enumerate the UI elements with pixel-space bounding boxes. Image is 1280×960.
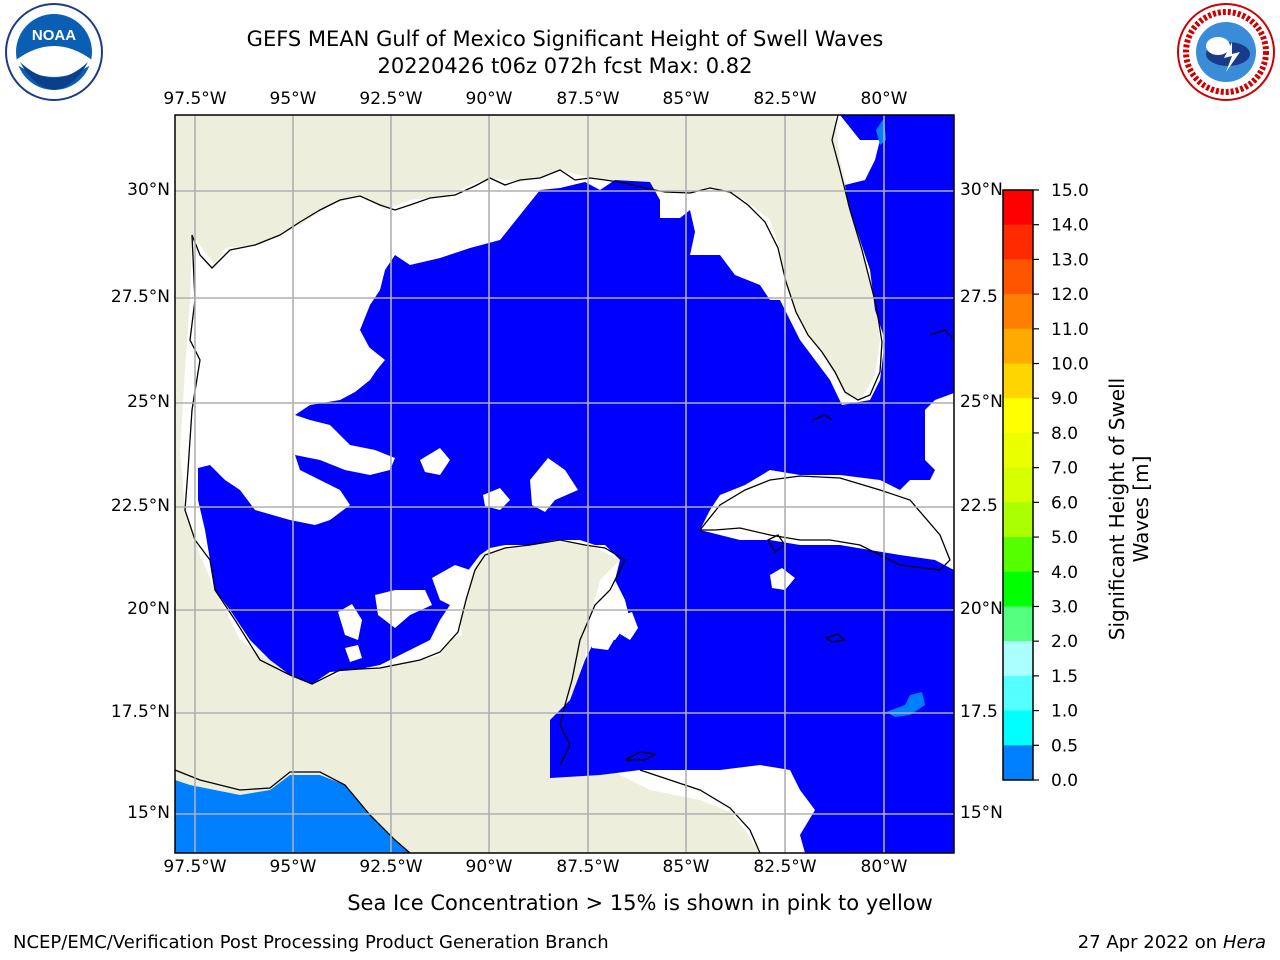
- colorbar-tick-label: 3.0: [1051, 597, 1078, 617]
- colorbar-tick-label: 12.0: [1051, 285, 1089, 305]
- colorbar-band: [1003, 190, 1033, 226]
- lon-tick-top: 82.5°W: [753, 89, 817, 109]
- lon-tick-bottom: 85°W: [662, 857, 710, 877]
- lat-tick-left: 27.5°N: [110, 287, 170, 307]
- lat-tick-left: 25°N: [127, 392, 170, 412]
- colorbar-tick-label: 5.0: [1051, 528, 1078, 548]
- lat-tick-left: 17.5°N: [110, 702, 170, 722]
- noaa-logo-text: NOAA: [32, 27, 76, 44]
- colorbar-band: [1003, 467, 1033, 503]
- colorbar-label-line1: Significant Height of Swell: [1105, 377, 1129, 641]
- colorbar-band: [1003, 571, 1033, 607]
- colorbar-label-line2: Waves [m]: [1129, 455, 1153, 563]
- lon-tick-top: 87.5°W: [556, 89, 620, 109]
- lat-tick-right: 30°N: [960, 180, 1003, 200]
- colorbar-tick-label: 13.0: [1051, 250, 1089, 270]
- coastline: [175, 115, 953, 853]
- lat-tick-left: 15°N: [127, 803, 170, 823]
- noaa-logo: NOAA: [4, 2, 104, 102]
- lon-tick-top: 85°W: [662, 89, 710, 109]
- lon-tick-bottom: 95°W: [269, 857, 317, 877]
- colorbar-tick-label: 15.0: [1051, 181, 1089, 201]
- colorbar-band: [1003, 641, 1033, 677]
- lat-tick-right: 17.5: [960, 702, 998, 722]
- colorbar-tick-label: 0.5: [1051, 736, 1078, 756]
- chart-title: GEFS MEAN Gulf of Mexico Significant Hei…: [246, 27, 884, 51]
- colorbar-band: [1003, 606, 1033, 642]
- map-frame: [174, 114, 955, 854]
- colorbar-band: [1003, 432, 1033, 469]
- lat-tick-right: 25°N: [960, 392, 1003, 412]
- colorbar-band: [1003, 328, 1033, 365]
- lat-tick-right: 27.5: [960, 287, 998, 307]
- footer-date-text: 27 Apr 2022 on: [1077, 932, 1223, 953]
- colorbar-tick-label: 10.0: [1051, 355, 1089, 375]
- graticule: [175, 115, 954, 853]
- lat-tick-right: 15°N: [960, 803, 1003, 823]
- colorbar-tick-label: 9.0: [1051, 389, 1078, 409]
- colorbar-band: [1003, 675, 1033, 712]
- lon-tick-top: 97.5°W: [163, 89, 227, 109]
- colorbar-band: [1003, 259, 1033, 295]
- footer-credit: NCEP/EMC/Verification Post Processing Pr…: [13, 932, 609, 953]
- swell-0-0.5m-area: [198, 115, 954, 853]
- colorbar-tick-label: 7.0: [1051, 459, 1078, 479]
- lon-tick-bottom: 82.5°W: [753, 857, 817, 877]
- colorbar-tick-label: 0.0: [1051, 771, 1078, 791]
- colorbar-band: [1003, 363, 1033, 399]
- lon-tick-top: 95°W: [269, 89, 317, 109]
- lon-tick-top: 90°W: [465, 89, 513, 109]
- lat-tick-right: 20°N: [960, 599, 1003, 619]
- lat-tick-right: 22.5: [960, 496, 998, 516]
- lat-tick-left: 30°N: [127, 180, 170, 200]
- colorbar-band: [1003, 502, 1033, 538]
- lat-tick-left: 20°N: [127, 599, 170, 619]
- colorbar-tick-label: 2.0: [1051, 632, 1078, 652]
- lon-tick-bottom: 97.5°W: [163, 857, 227, 877]
- swell-0.5-1.0m-area-caribbean: [886, 692, 925, 717]
- lon-tick-top: 92.5°W: [359, 89, 423, 109]
- lon-tick-bottom: 90°W: [465, 857, 513, 877]
- colorbar-tick-label: 6.0: [1051, 493, 1078, 513]
- ocean-layer: [175, 115, 954, 853]
- colorbar-tick-label: 14.0: [1051, 216, 1089, 236]
- colorbar-tick-label: 1.0: [1051, 702, 1078, 722]
- lon-tick-top: 80°W: [860, 89, 908, 109]
- colorbar-band: [1003, 398, 1033, 434]
- lat-tick-left: 22.5°N: [110, 496, 170, 516]
- chart-subtitle: 20220426 t06z 072h fcst Max: 0.82: [377, 54, 753, 78]
- colorbar: 15.0 14.0 13.0 12.0 11.0 10.0 9.0 8.0 7.0 6.0 5.0 4…: [1002, 181, 1089, 791]
- footer-host: Hera: [1222, 932, 1266, 953]
- sea-ice-caption: Sea Ice Concentration > 15% is shown in …: [347, 891, 933, 915]
- colorbar-frame: [1002, 189, 1034, 781]
- lon-tick-bottom: 80°W: [860, 857, 908, 877]
- national-weather-service-logo: [1176, 2, 1276, 102]
- colorbar-band: [1003, 745, 1033, 781]
- footer-date: 27 Apr 2022 on Hera: [1078, 932, 1266, 953]
- colorbar-tick-label: 11.0: [1051, 320, 1089, 340]
- colorbar-tick-label: 8.0: [1051, 424, 1078, 444]
- colorbar-tick-label: 4.0: [1051, 563, 1078, 583]
- colorbar-band: [1003, 710, 1033, 746]
- lon-tick-bottom: 87.5°W: [556, 857, 620, 877]
- colorbar-band: [1003, 294, 1033, 330]
- colorbar-band: [1003, 224, 1033, 260]
- colorbar-label: Significant Height of Swell Waves [m]: [1105, 378, 1155, 640]
- lon-tick-bottom: 92.5°W: [359, 857, 423, 877]
- colorbar-band: [1003, 537, 1033, 573]
- colorbar-tick-label: 1.5: [1051, 667, 1078, 687]
